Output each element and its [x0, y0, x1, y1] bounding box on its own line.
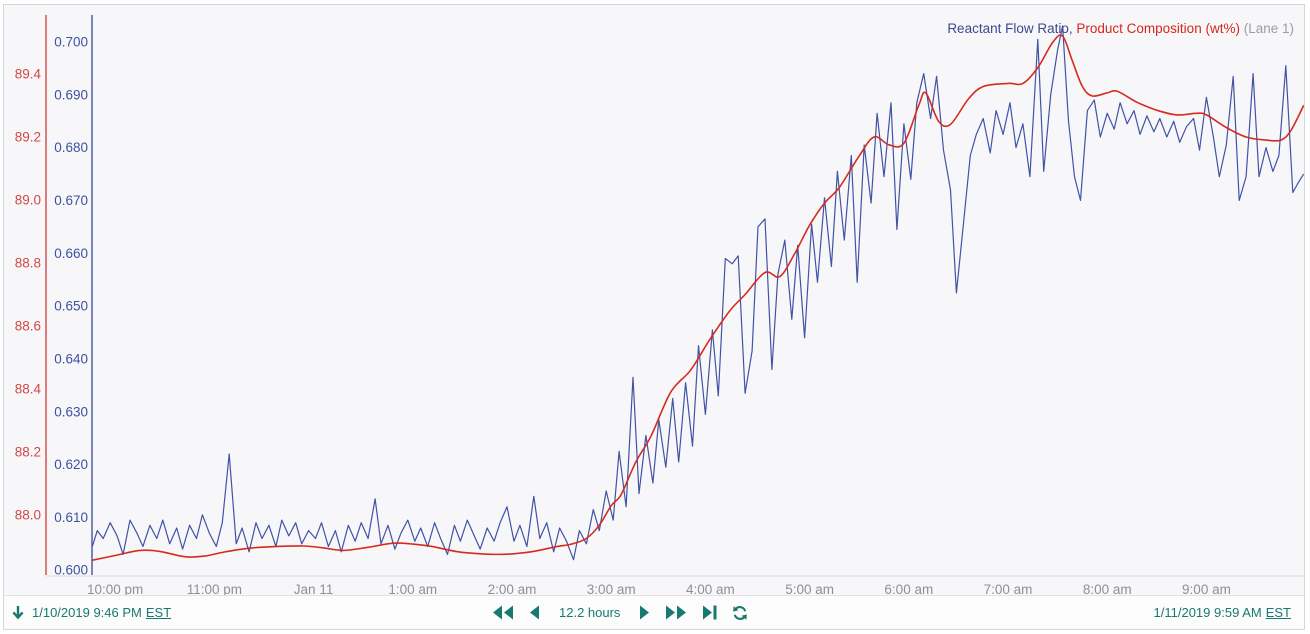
legend-lane-label: (Lane 1) [1239, 21, 1294, 36]
x-tick-label: 8:00 am [1083, 582, 1132, 595]
legend-separator: , [1068, 21, 1077, 36]
x-tick-label: 6:00 am [884, 582, 933, 595]
range-end-timestamp[interactable]: 1/11/2019 9:59 AM EST [1154, 605, 1291, 620]
step-forward-button[interactable] [639, 605, 650, 620]
time-navigation: 12.2 hours [492, 596, 748, 629]
chart-legend: Reactant Flow Ratio, Product Composition… [947, 21, 1294, 36]
legend-series-reactant-flow-ratio[interactable]: Reactant Flow Ratio [947, 21, 1069, 36]
x-tick-label: 2:00 am [488, 582, 537, 595]
y-tick-label-inner: 0.650 [54, 299, 88, 314]
series-reactant-flow-ratio[interactable] [91, 25, 1304, 561]
y-tick-label-outer: 88.2 [15, 445, 41, 460]
y-tick-label-inner: 0.630 [54, 404, 88, 419]
chart-area[interactable]: 88.0 88.2 88.4 88.6 88.8 89.0 89.2 89.4 0.600 0.6… [4, 5, 1304, 595]
x-tick-label: 11:00 pm [187, 582, 242, 595]
y-tick-label-outer: 89.2 [15, 129, 41, 144]
y-tick-label-inner: 0.660 [54, 246, 88, 261]
x-tick-label: 7:00 am [984, 582, 1033, 595]
y-tick-label-inner: 0.680 [54, 140, 88, 155]
y-tick-label-inner: 0.670 [54, 193, 88, 208]
refresh-button[interactable] [732, 605, 748, 621]
duration-label[interactable]: 12.2 hours [559, 605, 621, 620]
y-tick-label-inner: 0.700 [54, 34, 88, 49]
trend-plot[interactable]: 88.0 88.2 88.4 88.6 88.8 89.0 89.2 89.4 0.600 0.6… [4, 5, 1304, 595]
y-tick-label-inner: 0.620 [54, 457, 88, 472]
range-start: 1/10/2019 9:46 PM EST [11, 596, 171, 629]
y-tick-label-outer: 88.0 [15, 508, 41, 523]
range-end: 1/11/2019 9:59 AM EST [1154, 596, 1291, 629]
range-start-time: 1/10/2019 9:46 PM [32, 605, 142, 620]
rewind-icon [493, 605, 513, 620]
legend-series-product-composition[interactable]: Product Composition (wt%) [1076, 21, 1240, 36]
y-tick-label-inner: 0.640 [54, 351, 88, 366]
rewind-button[interactable] [492, 605, 514, 620]
skip-to-end-icon [703, 605, 717, 620]
refresh-icon [733, 605, 748, 620]
scroll-down-icon[interactable] [11, 605, 25, 621]
x-tick-label: 3:00 am [587, 582, 636, 595]
x-tick-label: 10:00 pm [87, 582, 143, 595]
x-tick-label: Jan 11 [294, 582, 334, 595]
series-product-composition-wt[interactable] [92, 34, 1304, 561]
y-tick-label-inner: 0.600 [54, 563, 88, 578]
range-start-timezone[interactable]: EST [145, 605, 172, 620]
range-end-time: 1/11/2019 9:59 AM [1153, 605, 1262, 620]
step-back-icon [530, 605, 539, 620]
y-tick-label-outer: 88.4 [15, 382, 42, 397]
y-tick-label-outer: 89.0 [15, 192, 41, 207]
x-tick-label: 5:00 am [785, 582, 834, 595]
y-tick-label-inner: 0.610 [54, 510, 88, 525]
fast-forward-icon [666, 605, 687, 620]
range-start-timestamp[interactable]: 1/10/2019 9:46 PM EST [32, 605, 171, 620]
range-end-timezone[interactable]: EST [1265, 605, 1291, 620]
trend-panel: 88.0 88.2 88.4 88.6 88.8 89.0 89.2 89.4 0.600 0.6… [3, 4, 1305, 630]
skip-to-end-button[interactable] [702, 605, 717, 620]
x-tick-label: 9:00 am [1182, 582, 1231, 595]
fast-forward-button[interactable] [665, 605, 687, 620]
y-tick-label-outer: 89.4 [15, 66, 42, 81]
y-tick-label-outer: 88.8 [15, 256, 41, 271]
x-tick-label: 4:00 am [686, 582, 735, 595]
y-tick-label-outer: 88.6 [15, 319, 41, 334]
time-toolbar: 1/10/2019 9:46 PM EST 12.2 hours [4, 595, 1304, 629]
y-tick-label-inner: 0.690 [54, 87, 88, 102]
step-back-button[interactable] [529, 605, 540, 620]
step-forward-icon [640, 605, 650, 620]
x-tick-label: 1:00 am [388, 582, 437, 595]
